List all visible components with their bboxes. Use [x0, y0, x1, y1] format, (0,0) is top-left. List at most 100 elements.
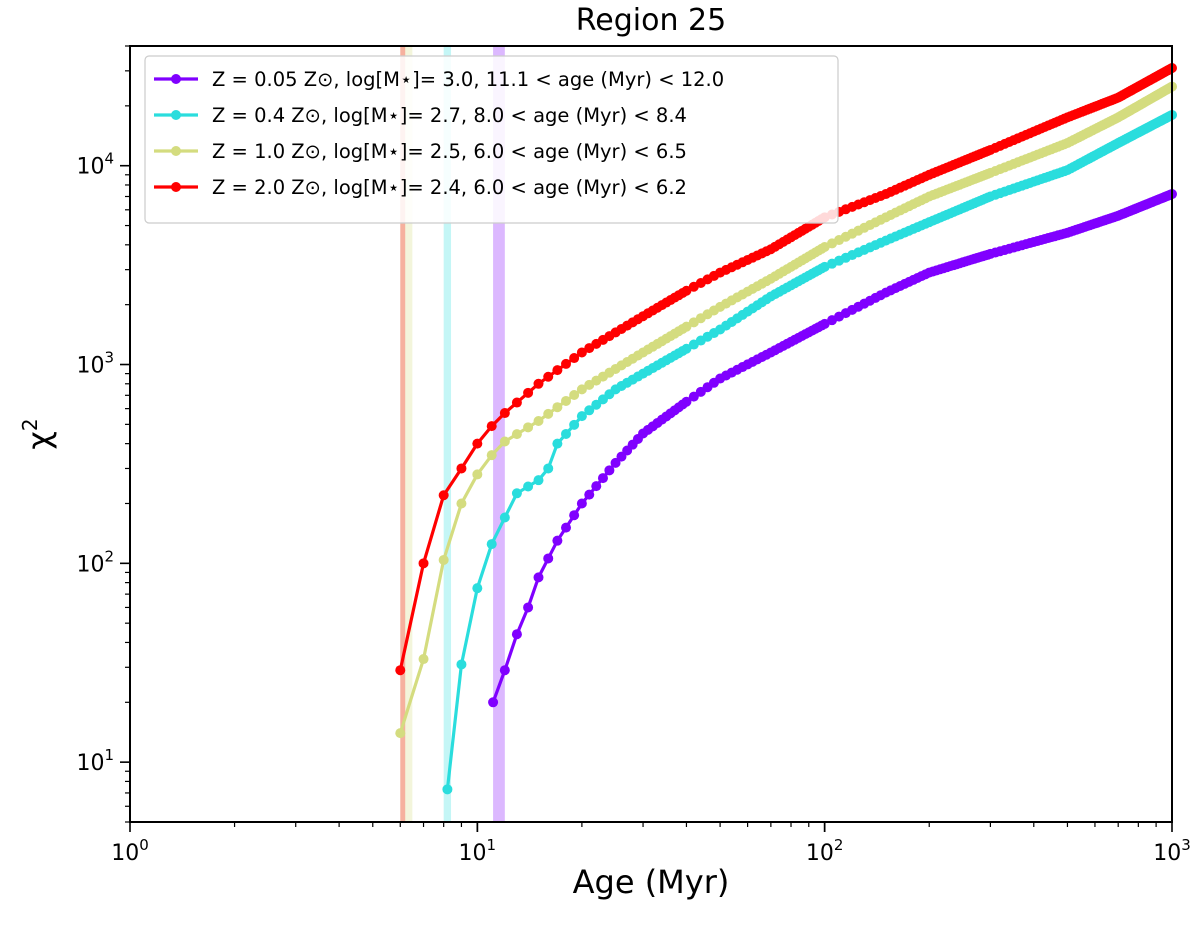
series-2-point [523, 481, 534, 492]
series-3-point [552, 402, 563, 413]
series-4-point [543, 371, 554, 382]
series-layer [395, 63, 1177, 795]
series-2-point [533, 475, 544, 486]
y-axis-label-exponent: 2 [18, 418, 42, 431]
y-axis-label-symbol: χ [20, 431, 58, 449]
series-1-point [597, 473, 608, 484]
series-4-point [681, 285, 692, 296]
series-1-point [688, 391, 699, 402]
series-1-point [543, 553, 554, 564]
x-tick-label-base: 10 [1153, 841, 1181, 866]
series-1-point [552, 535, 563, 546]
legend: Z = 0.05 Z⊙, log[M⋆]= 3.0, 11.1 < age (M… [144, 55, 839, 224]
x-tick-label: 100 [111, 836, 149, 866]
x-tick-label-exponent: 3 [1181, 836, 1191, 854]
series-2-point [472, 583, 483, 594]
series-1-point [561, 522, 571, 533]
plot-frame [129, 45, 1173, 823]
legend-swatch-marker [171, 110, 181, 120]
series-4-point [418, 558, 429, 569]
series-3-point [543, 408, 554, 419]
series-4-point [561, 358, 571, 369]
series-3-point [486, 450, 497, 461]
series-1-point [591, 481, 602, 492]
series-2-point [569, 419, 580, 430]
age-band-2 [443, 46, 452, 822]
series-4-point [456, 463, 467, 474]
legend-item-1: Z = 0.05 Z⊙, log[M⋆]= 3.0, 11.1 < age (M… [154, 68, 724, 91]
legend-item-3: Z = 1.0 Z⊙, log[M⋆]= 2.5, 6.0 < age (Myr… [154, 140, 687, 163]
x-tick-label: 101 [459, 836, 497, 866]
y-tick-label-base: 10 [76, 354, 104, 379]
series-2-point [681, 343, 692, 354]
series-1-point [533, 572, 544, 583]
x-tick-label-exponent: 0 [139, 836, 149, 854]
y-tick-label: 103 [76, 349, 114, 379]
series-4-point [486, 421, 497, 432]
y-tick-label-exponent: 2 [104, 547, 114, 565]
series-1-point [499, 665, 510, 676]
series-3-point [681, 321, 692, 332]
series-2-point [543, 463, 554, 474]
series-1-point [488, 697, 499, 708]
series-4-point [523, 387, 534, 398]
y-axis-label: χ2 [18, 418, 58, 449]
series-2-point [584, 405, 595, 416]
series-2-point [576, 411, 587, 422]
series-4 [395, 63, 1177, 676]
legend-swatch-marker [171, 182, 181, 192]
series-2-point [442, 784, 453, 795]
series-1-point [584, 489, 595, 500]
series-4-point [552, 365, 563, 376]
series-1-point [576, 498, 587, 509]
series-2-point [511, 488, 522, 499]
legend-box [144, 55, 839, 224]
series-1-point [610, 457, 621, 468]
x-tick-label-base: 10 [806, 841, 834, 866]
series-3-point [499, 436, 510, 447]
legend-swatch-marker [171, 74, 181, 84]
series-4-point [395, 665, 406, 676]
legend-item-2: Z = 0.4 Z⊙, log[M⋆]= 2.7, 8.0 < age (Myr… [154, 104, 687, 127]
chart-title: Region 25 [576, 3, 726, 38]
series-3-point [561, 395, 571, 406]
series-4-point [438, 490, 449, 501]
series-3-point [569, 389, 580, 400]
series-3-point [523, 422, 534, 433]
series-2-point [591, 399, 602, 410]
series-3-point [395, 728, 406, 739]
x-tick-label-base: 10 [459, 841, 487, 866]
y-tick-label-exponent: 3 [104, 349, 114, 367]
series-3-point [511, 429, 522, 440]
y-tick-label-exponent: 1 [104, 746, 114, 764]
series-2-point [552, 438, 563, 449]
y-tick-label-base: 10 [76, 751, 104, 776]
legend-label: Z = 0.4 Z⊙, log[M⋆]= 2.7, 8.0 < age (Myr… [212, 104, 687, 127]
legend-swatch-marker [171, 146, 181, 156]
legend-item-4: Z = 2.0 Z⊙, log[M⋆]= 2.4, 6.0 < age (Myr… [154, 176, 687, 199]
series-4-point [472, 438, 483, 449]
series-2-point [456, 659, 467, 670]
series-1-point [511, 629, 522, 640]
series-4-point [499, 408, 510, 419]
series-3-point [472, 469, 483, 480]
y-tick-label: 104 [76, 150, 114, 180]
series-1-point [681, 396, 692, 407]
series-2-point [486, 539, 497, 550]
x-tick-label-base: 10 [111, 841, 139, 866]
legend-label: Z = 0.05 Z⊙, log[M⋆]= 3.0, 11.1 < age (M… [212, 68, 724, 91]
x-axis-label: Age (Myr) [573, 863, 730, 901]
y-tick-label-base: 10 [76, 552, 104, 577]
series-1-point [569, 510, 580, 521]
series-1 [488, 189, 1177, 708]
series-3-point [576, 384, 587, 395]
series-2 [442, 109, 1177, 795]
series-4-point [533, 378, 544, 389]
series-1-point [604, 465, 615, 476]
series-4-point [569, 353, 580, 364]
legend-label: Z = 1.0 Z⊙, log[M⋆]= 2.5, 6.0 < age (Myr… [212, 140, 687, 163]
series-1-point [523, 602, 534, 613]
y-tick-label: 102 [76, 547, 114, 577]
series-4-point [511, 397, 522, 408]
